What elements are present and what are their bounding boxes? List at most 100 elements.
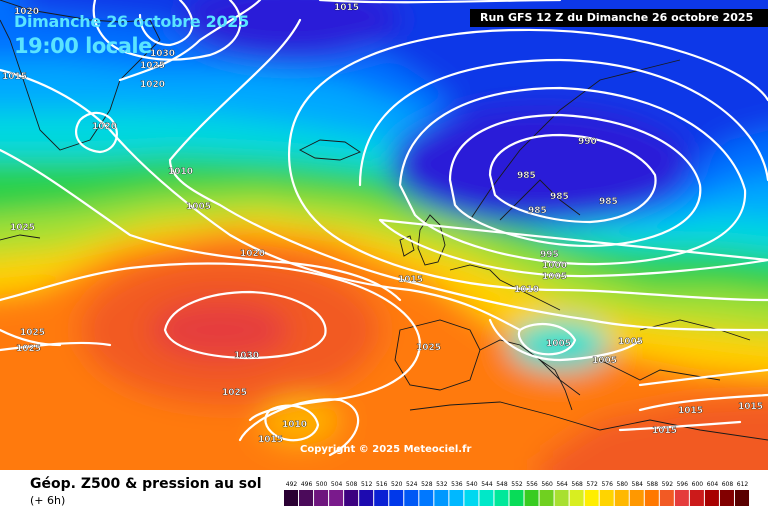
isobar-995	[398, 86, 747, 266]
north-europe-coast	[449, 264, 561, 311]
scale-swatch	[404, 490, 419, 506]
isobar-label: 1010	[514, 285, 539, 295]
scale-tick-label: 588	[647, 481, 659, 488]
scale-swatch	[629, 490, 644, 506]
scale-tick-label: 576	[601, 481, 613, 488]
scale-tick-label: 600	[692, 481, 704, 488]
scale-tick-label: 496	[301, 481, 313, 488]
italy-coast	[539, 359, 573, 411]
scale-tick-label: 612	[737, 481, 749, 488]
legend-subtitle: (+ 6h)	[30, 494, 66, 507]
scale-swatch	[419, 490, 434, 506]
isobar-label: 985	[599, 197, 618, 207]
scale-tick-label: 508	[346, 481, 358, 488]
scale-tick-label: 544	[481, 481, 493, 488]
isobar-1005	[288, 28, 768, 302]
scale-tick-label: 560	[541, 481, 553, 488]
scale-swatch	[644, 490, 659, 506]
isobar-1010	[168, 0, 768, 332]
scale-swatch	[554, 490, 569, 506]
isobar-label: 1000	[542, 261, 567, 271]
isobar-1015-low	[238, 398, 360, 457]
isobar-1005-south	[488, 318, 642, 362]
isobar-label: 1020	[240, 249, 265, 259]
scale-swatch	[659, 490, 674, 506]
scale-swatch	[494, 490, 509, 506]
isobar-label: 1030	[234, 351, 259, 361]
scale-swatch	[434, 490, 449, 506]
scale-swatch	[314, 490, 329, 506]
scale-tick-label: 564	[556, 481, 568, 488]
scale-swatch	[329, 490, 344, 506]
isobar-labels: 1020103010251015102010201010100510251020…	[2, 3, 763, 445]
scale-tick-label: 500	[316, 481, 328, 488]
isobar-label: 1025	[20, 328, 45, 338]
labrador-coast	[0, 234, 41, 241]
isobar-1015	[0, 68, 768, 387]
scale-tick-label: 572	[586, 481, 598, 488]
copyright-text: Copyright © 2025 Meteociel.fr	[300, 444, 472, 455]
legend-title: Géop. Z500 & pression au sol	[30, 476, 262, 492]
black-sea-coast	[639, 319, 751, 341]
isobar-label: 1025	[222, 388, 247, 398]
isobar-label: 1025	[416, 343, 441, 353]
scale-tick-label: 592	[662, 481, 674, 488]
isobar-label: 1025	[10, 223, 35, 233]
ireland-coast	[399, 235, 415, 257]
scale-tick-label: 568	[571, 481, 583, 488]
isobar-label: 1020	[92, 122, 117, 132]
scale-swatch	[479, 490, 494, 506]
scale-swatch	[374, 490, 389, 506]
scale-tick-label: 540	[466, 481, 478, 488]
scale-swatch	[689, 490, 704, 506]
isobar-label: 1005	[618, 337, 643, 347]
isobar-label: 1005	[546, 339, 571, 349]
isobar-label: 1015	[398, 275, 423, 285]
scale-swatch	[509, 490, 524, 506]
isobar-label: 1010	[168, 167, 193, 177]
isobar-label: 1015	[678, 406, 703, 416]
isobar-1000	[358, 58, 768, 278]
color-scale: 492 496 500 504 508 512 516 520 524 528 532 536 540 5…	[284, 481, 749, 506]
isobar-1020	[0, 0, 402, 302]
scale-tick-label: 608	[722, 481, 734, 488]
forecast-time: 19:00 locale	[14, 34, 152, 58]
isobar-label: 1005	[542, 272, 567, 282]
isobar-1025-west	[0, 341, 112, 352]
north-africa-coast	[409, 401, 768, 441]
scale-swatch	[614, 490, 629, 506]
scale-tick-label: 580	[617, 481, 629, 488]
isobar-label: 1015	[2, 72, 27, 82]
scale-swatch	[584, 490, 599, 506]
isobar-1015-east	[618, 393, 768, 432]
scale-tick-label: 552	[511, 481, 523, 488]
scale-swatch	[734, 490, 749, 506]
geopotential-map: 1020103010251015102010201010100510251020…	[0, 0, 768, 470]
isobar-990	[448, 113, 702, 248]
isobar-label: 1015	[738, 402, 763, 412]
scale-tick-label: 512	[361, 481, 373, 488]
iceland-coast	[299, 139, 361, 161]
run-info-banner: Run GFS 12 Z du Dimanche 26 octobre 2025	[470, 9, 768, 27]
scale-swatch	[524, 490, 539, 506]
scale-swatch	[389, 490, 404, 506]
scale-tick-label: 524	[406, 481, 418, 488]
scale-swatch	[299, 490, 314, 506]
isobar-label: 1025	[140, 61, 165, 71]
isobar-label: 1020	[14, 7, 39, 17]
med-north-coast	[479, 339, 581, 396]
scale-swatch	[344, 490, 359, 506]
scale-swatch	[569, 490, 584, 506]
isobars	[0, 0, 768, 455]
scale-tick-label: 504	[331, 481, 343, 488]
scale-tick-label: 516	[376, 481, 388, 488]
geopotential-color-field	[0, 0, 768, 470]
isobar-label: 1005	[592, 356, 617, 366]
scale-swatch	[599, 490, 614, 506]
scale-swatch	[539, 490, 554, 506]
scale-tick-label: 596	[677, 481, 689, 488]
isobar-1030	[138, 0, 327, 360]
iberia-coast	[394, 319, 481, 391]
isobar-label: 1015	[334, 3, 359, 13]
scale-tick-label: 492	[286, 481, 298, 488]
